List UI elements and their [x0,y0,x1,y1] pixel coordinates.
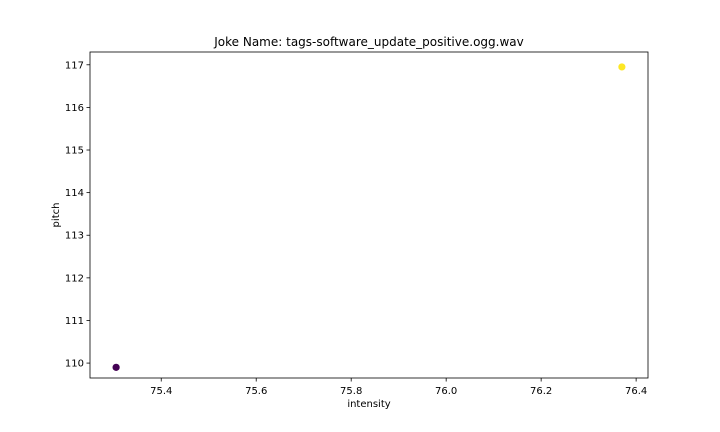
y-tick-label: 112 [65,273,84,284]
y-tick-label: 113 [65,231,84,242]
y-tick-label: 110 [65,359,84,370]
x-axis-ticks: 75.4 75.6 75.8 76.0 76.2 76.4 [150,378,647,397]
x-tick-label: 76.0 [435,386,457,397]
scatter-point [618,63,626,71]
chart-title: Joke Name: tags-software_update_positive… [213,35,523,49]
x-axis-label: intensity [347,399,390,410]
y-tick-label: 115 [65,146,84,157]
y-tick-label: 114 [65,188,84,199]
x-tick-label: 76.4 [625,386,647,397]
y-tick-label: 111 [65,316,84,327]
x-tick-label: 75.8 [340,386,362,397]
y-tick-label: 116 [65,103,84,114]
plot-frame [89,51,649,379]
y-tick-label: 117 [65,60,84,71]
y-axis-ticks: 110 111 112 113 114 115 116 117 [65,60,90,370]
x-tick-label: 75.6 [245,386,267,397]
y-axis-label: pitch [51,203,62,228]
x-tick-label: 75.4 [150,386,172,397]
data-points [112,63,626,371]
scatter-point [112,363,120,371]
x-tick-label: 76.2 [530,386,552,397]
